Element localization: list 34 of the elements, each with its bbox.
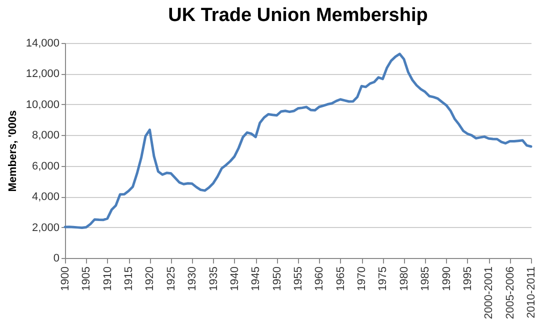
- x-tick-label: 1920: [144, 266, 156, 291]
- x-tick-label: 1935: [208, 266, 220, 291]
- x-tick-label: 1930: [186, 266, 199, 291]
- x-tick-label: 1940: [228, 266, 241, 291]
- x-tick-label: 1900: [60, 266, 72, 291]
- y-tick-label: 2,000: [32, 222, 60, 234]
- y-tick-label: 8,000: [32, 130, 60, 142]
- x-tick-label: 1975: [377, 266, 390, 291]
- x-tick-label: 2000-2001: [483, 266, 496, 320]
- x-tick-label: 1950: [271, 266, 284, 291]
- x-tick-label: 1945: [250, 266, 262, 291]
- x-tick-label: 1955: [292, 266, 304, 291]
- x-tick-label: 1915: [123, 266, 136, 291]
- x-tick-label: 2010-2011: [526, 266, 538, 318]
- x-tick-label: 1995: [462, 266, 474, 291]
- y-tick-label: 4,000: [32, 191, 60, 204]
- y-tick-label: 10,000: [26, 98, 60, 111]
- y-tick-label: 12,000: [26, 68, 60, 80]
- y-tick-label: 0: [53, 252, 60, 264]
- line-series: [64, 52, 532, 229]
- x-tick-label: 1925: [165, 266, 178, 291]
- x-tick-label: 1905: [80, 266, 93, 291]
- y-tick-label: 6,000: [32, 160, 60, 172]
- y-axis-title: Members, '000s: [6, 110, 19, 192]
- x-tick-label: 1990: [440, 266, 453, 291]
- chart-title: UK Trade Union Membership: [168, 5, 428, 26]
- x-tick-label: 1970: [356, 266, 368, 291]
- x-tick-label: 1965: [334, 266, 347, 291]
- x-tick-label: 1960: [314, 266, 326, 291]
- y-tick-label: 14,000: [26, 38, 60, 50]
- x-tick-label: 1980: [398, 266, 410, 291]
- x-tick-label: 2005-2006: [504, 266, 516, 320]
- x-tick-label: 1985: [420, 266, 432, 291]
- x-tick-label: 1910: [102, 266, 114, 291]
